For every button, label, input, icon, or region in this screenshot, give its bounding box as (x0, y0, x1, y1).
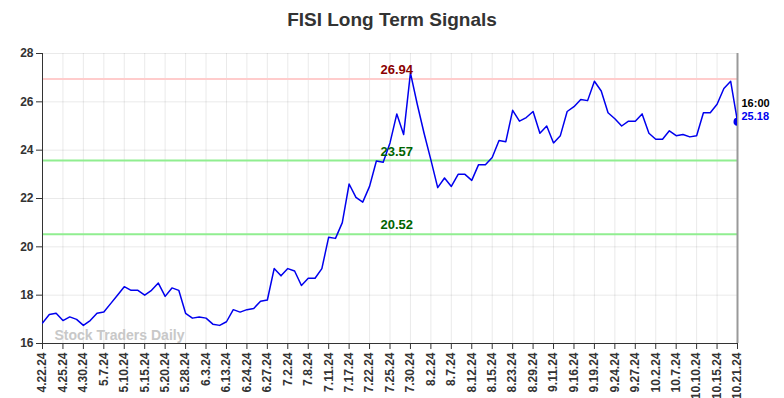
svg-text:20.52: 20.52 (381, 217, 414, 232)
svg-text:7.11.24: 7.11.24 (322, 352, 336, 392)
svg-text:20: 20 (20, 240, 34, 254)
svg-text:9.27.24: 9.27.24 (628, 352, 642, 392)
svg-text:7.30.24: 7.30.24 (403, 352, 417, 392)
svg-text:4.25.24: 4.25.24 (56, 352, 70, 392)
svg-text:24: 24 (20, 143, 34, 157)
svg-text:9.16.24: 9.16.24 (567, 352, 581, 392)
svg-text:8.2.24: 8.2.24 (424, 352, 438, 386)
svg-text:25.18: 25.18 (742, 110, 770, 122)
svg-text:10.7.24: 10.7.24 (669, 352, 683, 392)
svg-text:8.29.24: 8.29.24 (526, 352, 540, 392)
svg-text:10.15.24: 10.15.24 (710, 352, 724, 398)
svg-text:7.22.24: 7.22.24 (362, 352, 376, 392)
svg-text:4.30.24: 4.30.24 (76, 352, 90, 392)
svg-text:26.94: 26.94 (381, 62, 414, 77)
svg-text:5.10.24: 5.10.24 (117, 352, 131, 392)
svg-text:8.23.24: 8.23.24 (505, 352, 519, 392)
svg-text:6.24.24: 6.24.24 (240, 352, 254, 392)
svg-text:10.21.24: 10.21.24 (730, 352, 744, 398)
svg-text:18: 18 (20, 288, 34, 302)
svg-text:5.15.24: 5.15.24 (138, 352, 152, 392)
svg-text:28: 28 (20, 46, 34, 60)
svg-text:16:00: 16:00 (742, 97, 770, 109)
svg-text:26: 26 (20, 95, 34, 109)
svg-text:8.15.24: 8.15.24 (485, 352, 499, 392)
svg-text:16: 16 (20, 336, 34, 350)
svg-text:8.12.24: 8.12.24 (465, 352, 479, 392)
html-text:FISI Long Term Signals: FISI Long Term Signals (287, 9, 497, 30)
svg-text:23.57: 23.57 (381, 144, 414, 159)
svg-text:9.24.24: 9.24.24 (608, 352, 622, 392)
svg-text:5.20.24: 5.20.24 (158, 352, 172, 392)
svg-text:9.11.24: 9.11.24 (546, 352, 560, 392)
svg-text:7.17.24: 7.17.24 (342, 352, 356, 392)
svg-text:9.19.24: 9.19.24 (587, 352, 601, 392)
svg-text:6.3.24: 6.3.24 (199, 352, 213, 386)
svg-text:Stock Traders Daily: Stock Traders Daily (55, 327, 185, 343)
svg-text:6.27.24: 6.27.24 (260, 352, 274, 392)
svg-text:22: 22 (20, 191, 34, 205)
svg-text:8.7.24: 8.7.24 (444, 352, 458, 386)
svg-text:7.25.24: 7.25.24 (383, 352, 397, 392)
svg-text:6.13.24: 6.13.24 (219, 352, 233, 392)
svg-text:4.22.24: 4.22.24 (35, 352, 49, 392)
svg-text:5.7.24: 5.7.24 (97, 352, 111, 386)
svg-text:10.2.24: 10.2.24 (649, 352, 663, 392)
svg-text:7.2.24: 7.2.24 (281, 352, 295, 386)
svg-text:5.28.24: 5.28.24 (178, 352, 192, 392)
svg-text:7.8.24: 7.8.24 (301, 352, 315, 386)
svg-text:10.10.24: 10.10.24 (689, 352, 703, 398)
